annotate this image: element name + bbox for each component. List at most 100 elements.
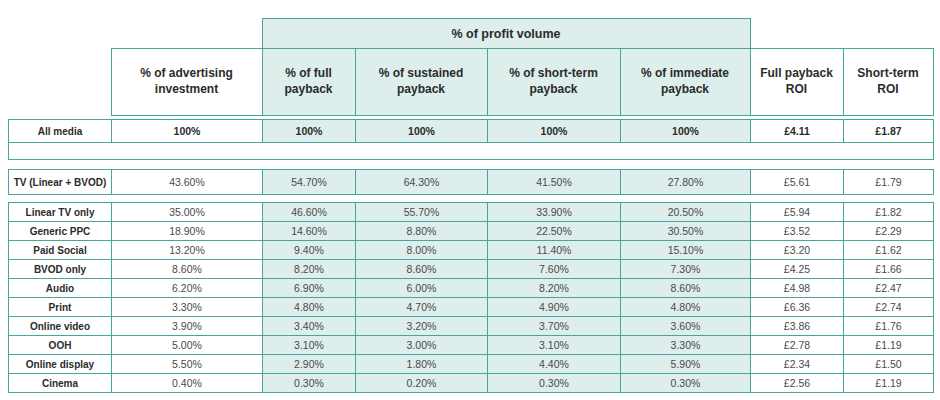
cell-value: £1.82 [844, 203, 934, 222]
row-label: Audio [9, 279, 112, 298]
cell-value: £4.11 [751, 120, 844, 143]
cell-value: 4.40% [488, 355, 621, 374]
cell-value: 8.80% [356, 222, 488, 241]
cell-value: 8.00% [356, 241, 488, 260]
cell-value: 4.80% [263, 298, 356, 317]
table-row: Cinema 0.40% 0.30% 0.20% 0.30% 0.30% £2.… [9, 374, 934, 393]
cell-value: £6.36 [751, 298, 844, 317]
col-header-full-payback-roi: Full payback ROI [750, 49, 843, 116]
cell-value: 100% [263, 120, 356, 143]
cell-value: 3.70% [488, 317, 621, 336]
col-header-short-term-roi: Short-term ROI [843, 49, 933, 116]
cell-value: 7.30% [621, 260, 751, 279]
col-header-sustained-payback: % of sustained payback [355, 49, 487, 116]
cell-value: £5.61 [751, 170, 844, 195]
cell-value: £1.50 [844, 355, 934, 374]
row-label: Linear TV only [9, 203, 112, 222]
cell-value: 8.20% [263, 260, 356, 279]
tv-row-table: TV (Linear + BVOD) 43.60% 54.70% 64.30% … [8, 169, 934, 195]
cell-value: £1.79 [844, 170, 934, 195]
cell-value: 8.60% [621, 279, 751, 298]
cell-value: 100% [356, 120, 488, 143]
cell-value: 54.70% [263, 170, 356, 195]
cell-value: 100% [621, 120, 751, 143]
header-corner-empty [8, 49, 111, 116]
group-header-gap-right [750, 19, 933, 49]
cell-value: £2.34 [751, 355, 844, 374]
cell-value: 11.40% [488, 241, 621, 260]
cell-value: 6.90% [263, 279, 356, 298]
cell-value: £4.25 [751, 260, 844, 279]
cell-value: 5.50% [112, 355, 263, 374]
cell-value: 3.30% [112, 298, 263, 317]
table-row: Linear TV only 35.00% 46.60% 55.70% 33.9… [9, 203, 934, 222]
row-label: Online display [9, 355, 112, 374]
row-label: Generic PPC [9, 222, 112, 241]
spacer-row [9, 143, 934, 160]
cell-value: £5.94 [751, 203, 844, 222]
cell-value: 27.80% [621, 170, 751, 195]
column-header-row: % of advertising investment % of full pa… [8, 49, 933, 116]
cell-value: 22.50% [488, 222, 621, 241]
cell-value: 46.60% [263, 203, 356, 222]
cell-value: 9.40% [263, 241, 356, 260]
cell-value: 33.90% [488, 203, 621, 222]
cell-value: 3.00% [356, 336, 488, 355]
cell-value: 8.60% [356, 260, 488, 279]
cell-value: 0.30% [263, 374, 356, 393]
cell-value: £2.74 [844, 298, 934, 317]
table-row: OOH 5.00% 3.10% 3.00% 3.10% 3.30% £2.78 … [9, 336, 934, 355]
cell-value: 2.90% [263, 355, 356, 374]
cell-value: 7.60% [488, 260, 621, 279]
cell-value: 3.90% [112, 317, 263, 336]
row-label: Online video [9, 317, 112, 336]
cell-value: 1.80% [356, 355, 488, 374]
cell-value: 55.70% [356, 203, 488, 222]
cell-value: £3.52 [751, 222, 844, 241]
profit-volume-group-header: % of profit volume [262, 19, 750, 49]
cell-value: 3.40% [263, 317, 356, 336]
cell-value: 8.20% [488, 279, 621, 298]
cell-value: 0.30% [621, 374, 751, 393]
all-media-table: All media 100% 100% 100% 100% 100% £4.11… [8, 119, 934, 160]
group-header-row: % of profit volume [8, 19, 933, 49]
cell-value: £1.19 [844, 374, 934, 393]
cell-value: 3.60% [621, 317, 751, 336]
cell-value: 3.20% [356, 317, 488, 336]
cell-value: 4.90% [488, 298, 621, 317]
row-label: TV (Linear + BVOD) [9, 170, 112, 195]
cell-value: 8.60% [112, 260, 263, 279]
cell-value: £1.19 [844, 336, 934, 355]
row-label: Paid Social [9, 241, 112, 260]
cell-value: £2.29 [844, 222, 934, 241]
cell-value: £1.76 [844, 317, 934, 336]
cell-value: £1.87 [844, 120, 934, 143]
header-table: % of profit volume % of advertising inve… [8, 18, 934, 116]
cell-value: £4.98 [751, 279, 844, 298]
cell-value: £2.56 [751, 374, 844, 393]
cell-value: 30.50% [621, 222, 751, 241]
cell-value: 3.10% [488, 336, 621, 355]
col-header-advertising-investment: % of advertising investment [111, 49, 262, 116]
cell-value: 35.00% [112, 203, 263, 222]
media-payback-table: % of profit volume % of advertising inve… [0, 0, 940, 400]
cell-value: 43.60% [112, 170, 263, 195]
cell-value: 64.30% [356, 170, 488, 195]
row-label: Cinema [9, 374, 112, 393]
table-row: Audio 6.20% 6.90% 6.00% 8.20% 8.60% £4.9… [9, 279, 934, 298]
row-label: BVOD only [9, 260, 112, 279]
cell-value: 100% [112, 120, 263, 143]
cell-value: 0.40% [112, 374, 263, 393]
cell-value: £2.47 [844, 279, 934, 298]
spacer-cell [9, 143, 934, 160]
table-row: Print 3.30% 4.80% 4.70% 4.90% 4.80% £6.3… [9, 298, 934, 317]
group-header-gap-left [8, 19, 262, 49]
cell-value: £1.66 [844, 260, 934, 279]
table-row-tv: TV (Linear + BVOD) 43.60% 54.70% 64.30% … [9, 170, 934, 195]
cell-value: 20.50% [621, 203, 751, 222]
table-row: Paid Social 13.20% 9.40% 8.00% 11.40% 15… [9, 241, 934, 260]
row-label: OOH [9, 336, 112, 355]
col-header-full-payback: % of full payback [262, 49, 355, 116]
cell-value: 18.90% [112, 222, 263, 241]
cell-value: 3.30% [621, 336, 751, 355]
